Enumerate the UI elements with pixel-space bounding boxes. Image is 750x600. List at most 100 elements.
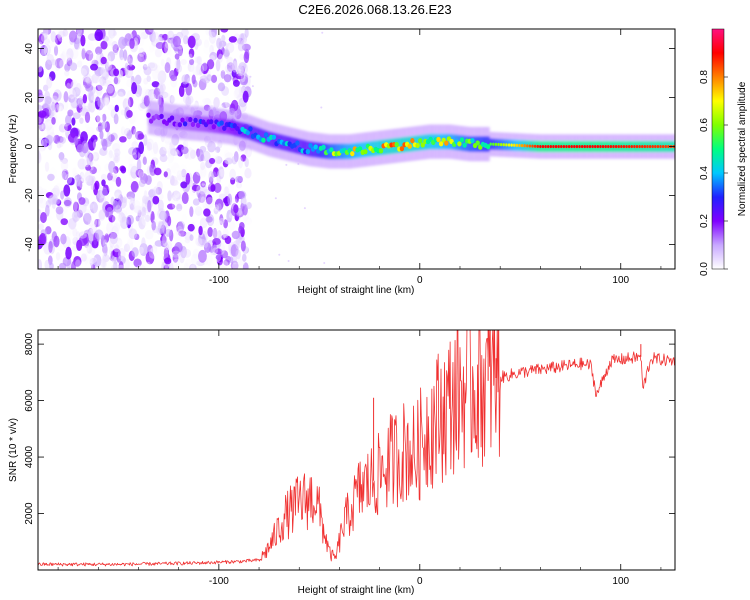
noise-blob <box>130 165 139 179</box>
noise-blob <box>83 213 91 225</box>
noise-blob <box>139 169 144 178</box>
noise-blob <box>130 193 135 205</box>
noise-blob <box>85 126 95 138</box>
noise-blob <box>60 136 66 144</box>
noise-blob <box>159 84 164 98</box>
noise-blob <box>162 233 168 247</box>
signal-core <box>182 121 188 127</box>
signal-core <box>305 149 311 155</box>
snr-y-axis-title: SNR (10 * v/v) <box>8 418 19 482</box>
noise-blob <box>239 78 248 86</box>
signal-core <box>667 144 670 149</box>
noise-blob <box>89 202 98 211</box>
noise-blob <box>44 161 50 172</box>
noise-blob <box>211 29 218 38</box>
noise-blob <box>85 84 94 92</box>
noise-blob <box>80 65 90 77</box>
signal-core <box>625 144 628 149</box>
noise-blob <box>60 218 68 226</box>
noise-blob <box>118 261 124 269</box>
signal-core <box>188 116 193 123</box>
noise-speck <box>321 31 324 34</box>
noise-blob <box>113 206 123 213</box>
signal-mid-band <box>215 117 217 134</box>
noise-blob <box>98 209 106 221</box>
noise-blob <box>51 101 56 112</box>
noise-blob <box>100 40 108 50</box>
noise-blob <box>213 87 219 97</box>
noise-blob <box>102 188 109 196</box>
noise-blob <box>100 56 107 65</box>
spectrogram-data <box>38 29 675 269</box>
noise-blob <box>46 125 55 137</box>
snr-frame <box>37 329 676 571</box>
noise-blob <box>55 206 64 215</box>
noise-blob <box>138 47 145 57</box>
noise-blob <box>153 167 162 176</box>
signal-core <box>586 144 589 149</box>
noise-blob <box>138 141 145 155</box>
noise-blob <box>234 86 244 98</box>
noise-blob <box>50 207 56 216</box>
signal-core <box>620 144 623 149</box>
noise-blob <box>130 163 137 173</box>
noise-blob <box>182 139 189 149</box>
noise-blob <box>149 44 155 53</box>
signal-mid-band <box>195 115 198 132</box>
noise-blob <box>56 102 65 112</box>
noise-blob <box>69 47 79 59</box>
noise-blob <box>139 243 149 256</box>
signal-core <box>180 117 185 123</box>
colorbar-tick-label: 0.8 <box>699 70 710 84</box>
noise-blob <box>140 31 149 40</box>
noise-blob <box>189 149 197 159</box>
snr-data <box>38 330 675 567</box>
noise-blob <box>167 147 175 157</box>
noise-blob <box>115 176 122 187</box>
noise-blob <box>220 69 226 79</box>
noise-blob <box>117 88 126 97</box>
snr-axes: -100 0 100 2000 4000 6000 8000 <box>24 330 675 587</box>
noise-blob <box>137 209 142 218</box>
noise-blob <box>85 50 94 62</box>
noise-blob <box>213 96 220 109</box>
signal-mid-band <box>150 109 153 126</box>
signal-core <box>211 124 217 130</box>
signal-core <box>614 144 618 149</box>
noise-blob <box>221 181 229 191</box>
noise-blob <box>148 90 156 99</box>
noise-blob <box>160 240 168 248</box>
signal-core <box>415 142 420 148</box>
signal-core <box>248 126 253 132</box>
noise-blob <box>198 183 208 195</box>
signal-mid-band <box>274 132 277 149</box>
signal-core <box>263 132 269 138</box>
signal-core <box>630 144 633 149</box>
noise-blob <box>41 47 47 58</box>
signal-core <box>507 143 511 147</box>
noise-blob <box>96 186 105 199</box>
noise-blob <box>244 29 249 38</box>
noise-blob <box>138 246 144 255</box>
noise-blob <box>38 94 46 106</box>
noise-speck <box>287 260 290 263</box>
noise-blob <box>230 185 238 197</box>
noise-blob <box>78 201 87 214</box>
noise-blob <box>151 220 156 231</box>
noise-speck <box>251 85 254 88</box>
noise-blob <box>38 259 43 269</box>
noise-blob <box>117 112 126 120</box>
noise-blob <box>44 38 50 45</box>
signal-core <box>575 144 579 149</box>
noise-blob <box>192 66 200 76</box>
noise-blob <box>84 245 90 253</box>
colorbar-gradient <box>711 28 725 270</box>
noise-blob <box>179 252 185 264</box>
noise-blob <box>49 71 56 82</box>
signal-mid-band <box>250 124 253 141</box>
signal-mid-band <box>263 129 265 146</box>
noise-blob <box>117 212 126 223</box>
noise-blob <box>210 261 216 269</box>
noise-blob <box>152 186 159 197</box>
noise-blob <box>115 204 121 214</box>
